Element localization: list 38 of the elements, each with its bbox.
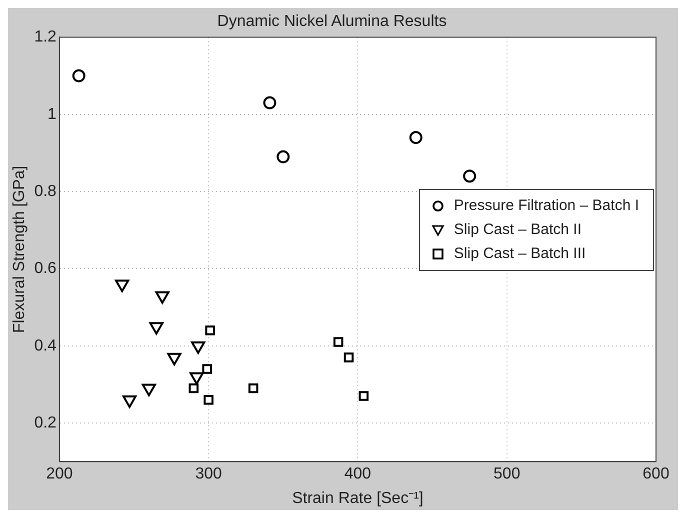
x-tick-label: 300: [195, 466, 222, 483]
point: [115, 280, 130, 292]
y-tick-label: 0.2: [34, 414, 57, 432]
point: [188, 383, 199, 394]
x-tick-label: 200: [46, 466, 73, 483]
point: [142, 384, 156, 396]
y-tick-label: 0.8: [34, 182, 57, 200]
point: [463, 170, 476, 183]
point: [358, 391, 369, 401]
point: [191, 341, 206, 354]
point: [409, 131, 422, 144]
legend-label: Slip Cast – Batch II: [454, 221, 582, 238]
point: [149, 322, 164, 335]
y-tick-label: 1.2: [34, 28, 57, 46]
point: [202, 364, 212, 374]
point: [263, 96, 276, 110]
y-axis-title: Flexural Strength [GPa]: [11, 166, 28, 333]
point: [248, 383, 258, 394]
x-tick-label: 500: [494, 466, 520, 483]
x-tick-label: 600: [642, 466, 670, 483]
legend-label: Pressure Filtration – Batch I: [454, 197, 639, 214]
point: [205, 326, 215, 336]
point: [276, 150, 290, 164]
point: [204, 394, 214, 405]
chart-title: Dynamic Nickel Alumina Results: [217, 13, 447, 30]
y-tick-label: 0.4: [34, 337, 57, 354]
point: [72, 69, 86, 82]
x-axis-title: Strain Rate [Sec⁻¹]: [292, 490, 424, 507]
point: [167, 352, 182, 366]
point: [122, 395, 137, 408]
point: [190, 372, 204, 385]
y-tick-label: 1: [48, 106, 57, 123]
legend-label: Slip Cast – Batch III: [454, 245, 586, 262]
point: [333, 337, 344, 347]
point: [155, 291, 170, 304]
y-tick-label: 0.6: [34, 260, 57, 278]
x-tick-label: 400: [344, 466, 372, 483]
point: [344, 352, 354, 362]
